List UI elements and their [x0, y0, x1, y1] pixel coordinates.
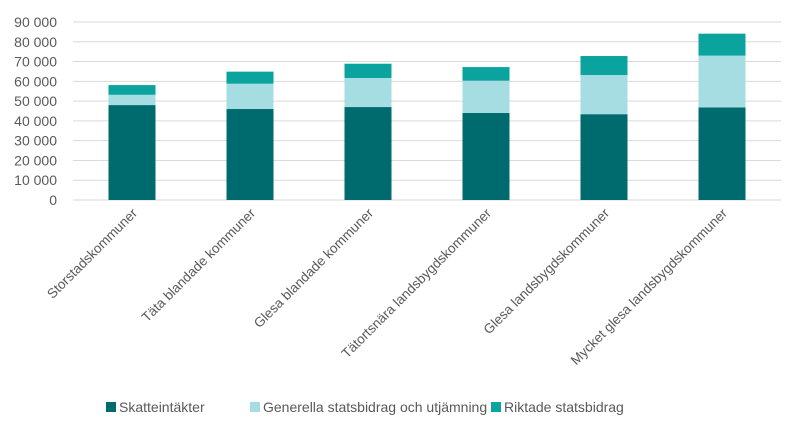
bar-segment-2 [580, 75, 628, 115]
bar-segment-1 [344, 107, 392, 200]
y-tick-label: 80 000 [14, 34, 57, 50]
bar-segment-1 [108, 105, 156, 200]
y-tick-label: 30 000 [14, 133, 57, 149]
bar-segment-3 [462, 67, 510, 81]
legend-label: Skatteintäkter [119, 399, 205, 415]
y-tick-label: 20 000 [14, 152, 57, 168]
bar-segment-2 [462, 80, 510, 113]
category-label: Glesa blandade kommuner [251, 205, 377, 331]
bar-segment-2 [226, 83, 274, 110]
bar-segment-3 [108, 85, 156, 95]
bar-segment-2 [344, 77, 392, 108]
bar-segment-1 [580, 114, 628, 200]
category-label: Täta blandade kommuner [139, 205, 259, 325]
category-label: Storstadskommuner [44, 205, 140, 301]
bar-segment-1 [226, 109, 274, 200]
legend-swatch [250, 402, 260, 412]
legend-label: Riktade statsbidrag [504, 399, 624, 415]
bar-segment-3 [698, 33, 746, 56]
legend-label: Generella statsbidrag och utjämning [263, 399, 487, 415]
bar-segment-1 [462, 112, 510, 200]
gridlines [73, 21, 781, 201]
y-tick-label: 50 000 [14, 93, 57, 109]
y-axis-ticks: 0 10 000 20 000 30 000 40 000 50 000 60 000 70 … [14, 14, 57, 208]
bar-segment-2 [108, 94, 156, 106]
y-tick-label: 60 000 [14, 73, 57, 89]
y-tick-label: 10 000 [14, 172, 57, 188]
legend-swatch [106, 402, 116, 412]
bar-segment-3 [344, 63, 392, 78]
category-label: Glesa landsbygdskommuner [481, 205, 613, 337]
bar-segment-3 [580, 56, 628, 76]
bars [108, 33, 746, 200]
y-tick-label: 40 000 [14, 113, 57, 129]
bar-segment-1 [698, 107, 746, 200]
y-tick-label: 70 000 [14, 54, 57, 70]
legend: Skatteintäkter Generella statsbidrag och … [106, 399, 624, 415]
bar-segment-2 [698, 55, 746, 108]
y-tick-label: 90 000 [14, 14, 57, 30]
bar-segment-3 [226, 71, 274, 84]
y-tick-label: 0 [49, 192, 57, 208]
legend-swatch [491, 402, 501, 412]
